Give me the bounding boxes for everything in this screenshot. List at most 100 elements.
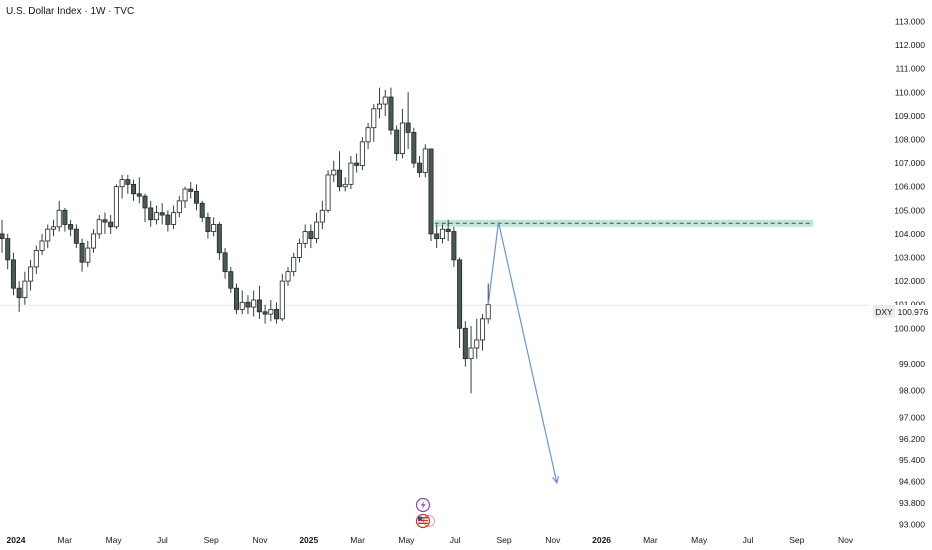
candle-body (274, 309, 280, 320)
y-tick-label: 96.200 (899, 434, 925, 444)
x-tick-label: Sep (789, 535, 804, 545)
candle (462, 321, 468, 367)
candle (165, 210, 171, 232)
candle-body (342, 183, 348, 188)
candle (62, 207, 68, 232)
price-tag-bg (895, 305, 932, 318)
candle-body (193, 191, 199, 204)
candle-body (262, 311, 268, 315)
candle-body (485, 304, 491, 320)
x-tick-label: 2024 (7, 535, 26, 545)
candle (336, 151, 342, 192)
candle-body (468, 347, 474, 360)
price-tag-value: 100.976 (898, 307, 929, 317)
candle-body (62, 209, 68, 225)
candle-body (234, 287, 240, 310)
candle (176, 196, 182, 218)
candle-body (411, 132, 417, 164)
candle-body (239, 301, 245, 310)
candle (251, 290, 257, 317)
candle-body (319, 209, 325, 223)
candle-body (302, 231, 308, 244)
event-markers[interactable] (415, 497, 435, 529)
candle-body (50, 226, 56, 230)
x-tick-label: Jul (743, 535, 754, 545)
candle (474, 318, 480, 359)
candle (211, 217, 217, 237)
candle-body (451, 231, 457, 261)
y-axis[interactable]: 113.000 112.000 111.000 110.000 109.000 108.0… (894, 17, 925, 530)
candle (148, 200, 154, 227)
candle-body (314, 221, 320, 240)
candle (274, 302, 280, 324)
candle-body (428, 148, 434, 235)
x-tick-label: Sep (496, 535, 511, 545)
candle-body (291, 257, 297, 273)
candle-body (102, 219, 108, 223)
y-tick-label: 93.800 (899, 498, 925, 508)
candle-body (371, 108, 377, 129)
candle (411, 127, 417, 168)
candle-body (445, 228, 451, 232)
candle (73, 224, 79, 249)
candle-body (382, 96, 388, 105)
resistance-zone[interactable] (434, 219, 813, 227)
candle-body (91, 233, 97, 249)
candle-body (331, 169, 337, 176)
candle (228, 266, 234, 293)
candle (285, 266, 291, 286)
candle (342, 177, 348, 192)
y-tick-label: 94.600 (899, 477, 925, 487)
candle-body (28, 266, 34, 282)
symbol-tag: DXY (875, 307, 893, 317)
candle-body (165, 214, 171, 225)
candle-body (5, 238, 11, 261)
candle (182, 186, 188, 208)
lightning-event-icon[interactable] (415, 497, 431, 513)
candle (22, 271, 28, 305)
candle-body (228, 271, 234, 289)
candle-body (211, 224, 217, 232)
candle-body (245, 301, 251, 308)
candle-body (142, 195, 148, 209)
chart-title: U.S. Dollar Index · 1W · TVC (6, 6, 135, 17)
candle-body (33, 250, 39, 268)
candle (468, 325, 474, 394)
candle-body (279, 280, 285, 320)
y-tick-label: 105.000 (894, 205, 925, 215)
projection-arrow[interactable] (487, 221, 560, 485)
x-tick-label: Mar (350, 535, 365, 545)
candle (68, 219, 74, 237)
y-tick-label: 111.000 (896, 64, 926, 74)
x-tick-label: Nov (838, 535, 854, 545)
candle (119, 174, 125, 199)
candle-body (462, 327, 468, 360)
candle-body (434, 233, 440, 240)
candle-body (394, 129, 400, 155)
candle-body (296, 242, 302, 258)
candle-body (176, 200, 182, 214)
x-axis[interactable]: 2024 Mar May Jul Sep Nov 2025 Mar May Jul Sep Nov 20… (7, 535, 854, 545)
candle-body (113, 186, 119, 228)
y-tick-label: 102.000 (894, 276, 925, 286)
candle-body (22, 280, 28, 299)
y-tick-label: 100.000 (894, 323, 925, 333)
us-flag-event-icon[interactable] (415, 513, 435, 529)
candle (245, 295, 251, 315)
y-tick-label: 103.000 (894, 253, 925, 263)
projection-path[interactable] (487, 221, 558, 484)
x-tick-label: May (106, 535, 123, 545)
candle (0, 219, 5, 253)
candle (405, 92, 411, 149)
candle (377, 87, 383, 119)
x-tick-label: Sep (204, 535, 219, 545)
price-tag: DXY 100.976 (873, 305, 932, 318)
candle-body (365, 127, 371, 143)
y-tick-label: 101.000 (894, 300, 925, 310)
candle (296, 238, 302, 263)
candle (222, 248, 228, 279)
candle (159, 203, 165, 225)
candle-body (388, 96, 394, 131)
candle (125, 174, 131, 194)
